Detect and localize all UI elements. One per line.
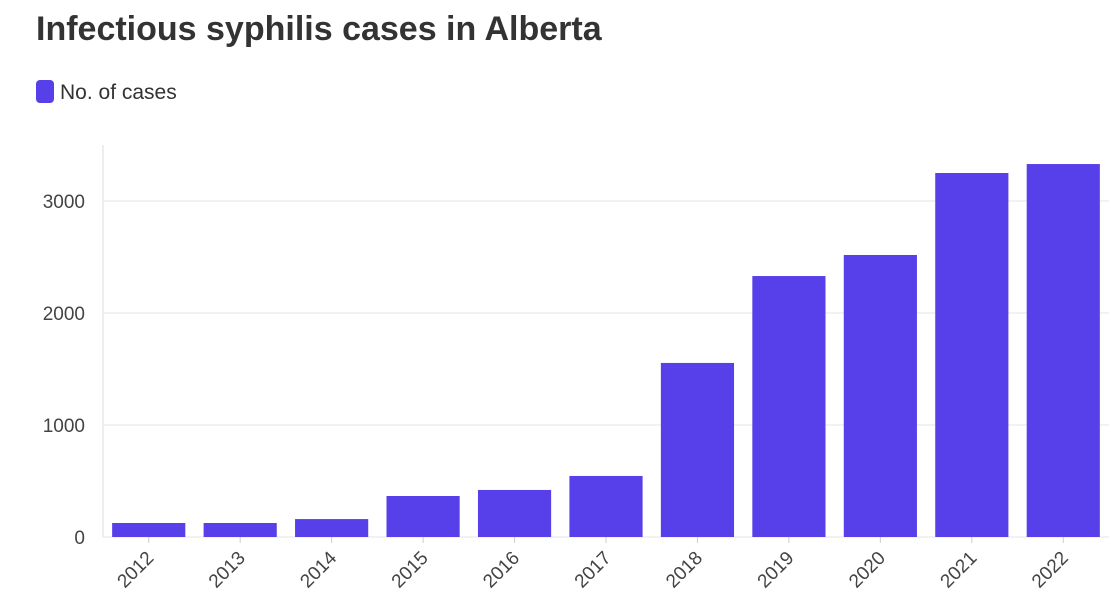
y-tick-label: 1000: [43, 416, 85, 437]
y-tick-label: 0: [74, 528, 85, 549]
bar: [477, 489, 552, 537]
x-tick-label: 2021: [937, 548, 982, 593]
bar: [203, 523, 277, 537]
bar: [569, 475, 643, 537]
bar: [752, 276, 826, 537]
y-tick-label: 3000: [43, 192, 85, 213]
bar: [112, 523, 186, 537]
bar: [660, 362, 735, 537]
bar: [843, 254, 917, 537]
x-tick-label: 2014: [296, 547, 341, 592]
x-tick-label: 2017: [571, 548, 616, 593]
x-tick-label: 2019: [754, 548, 799, 593]
y-tick-label: 2000: [43, 304, 85, 325]
x-tick-label: 2020: [845, 548, 890, 593]
x-tick-label: 2012: [114, 548, 159, 593]
bar: [935, 173, 1009, 537]
x-tick-label: 2013: [205, 548, 250, 593]
x-tick-label: 2015: [388, 548, 433, 593]
bar: [386, 496, 460, 537]
chart-title: Infectious syphilis cases in Alberta: [36, 10, 603, 48]
legend-label: No. of cases: [60, 81, 177, 104]
x-tick-label: 2016: [479, 548, 524, 593]
x-tick-label: 2018: [662, 548, 707, 593]
x-tick-label: 2022: [1028, 548, 1073, 593]
bar: [1026, 164, 1100, 538]
legend-swatch: [36, 80, 54, 103]
bar: [295, 519, 369, 537]
